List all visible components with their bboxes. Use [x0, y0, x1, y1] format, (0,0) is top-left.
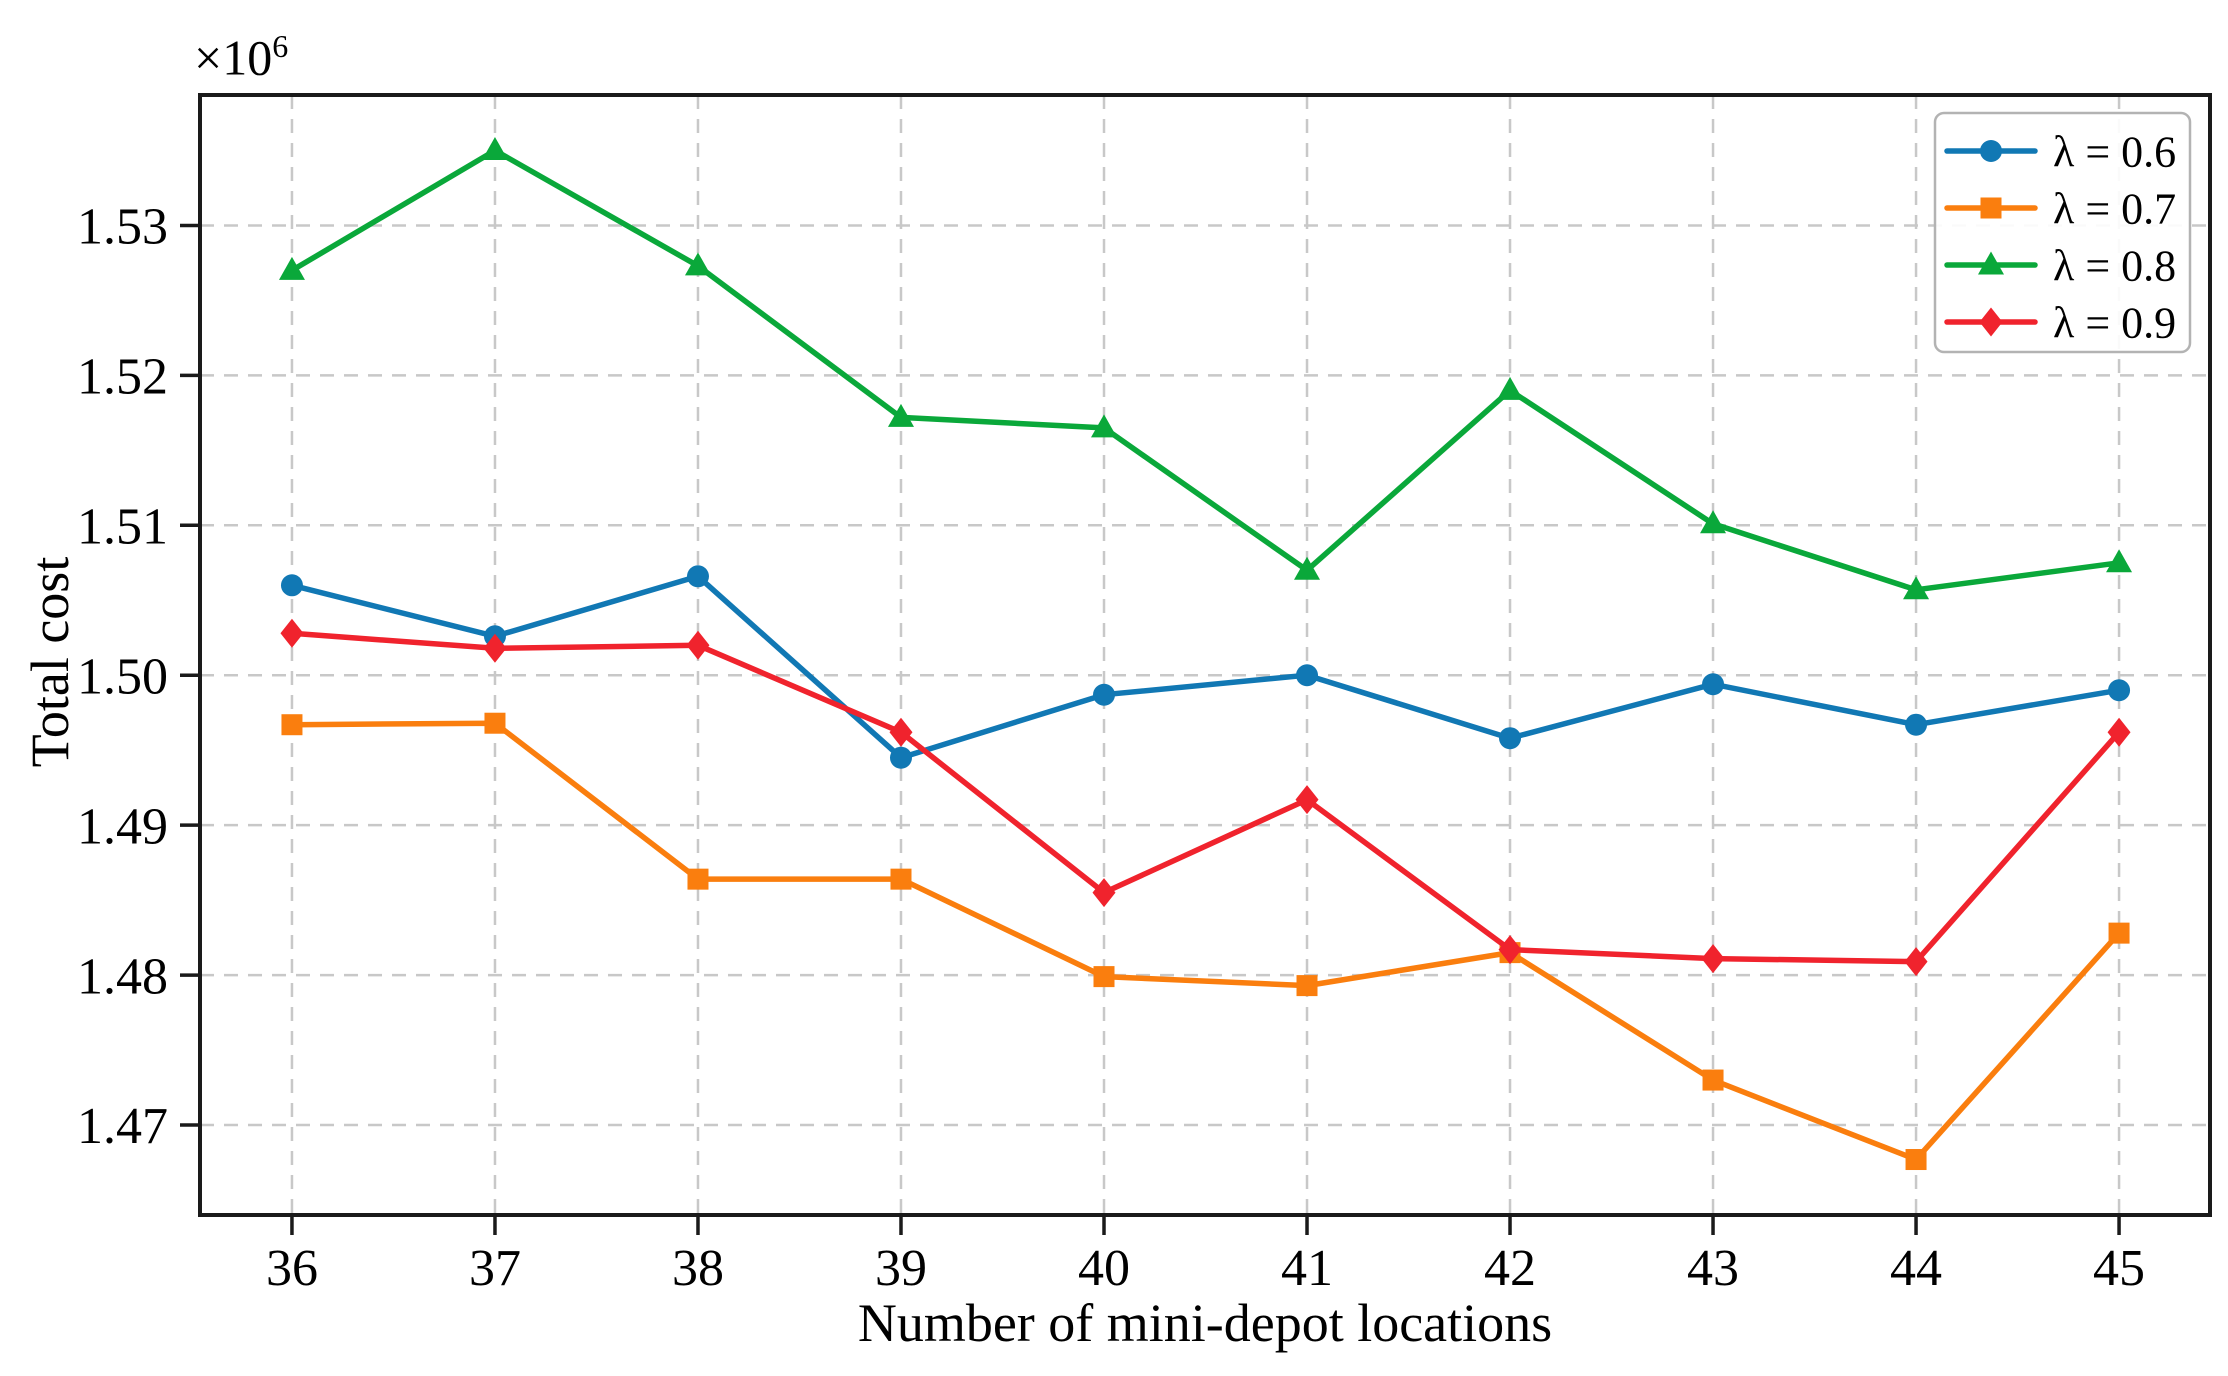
data-point-marker [2108, 679, 2131, 702]
data-point-marker [483, 633, 507, 663]
x-tick-label: 39 [875, 1240, 927, 1297]
data-point-marker [887, 403, 914, 427]
data-point-marker [1093, 966, 1115, 988]
y-tick-label: 1.50 [77, 648, 168, 705]
legend-sample-marker [1980, 197, 2002, 219]
data-point-marker [278, 256, 305, 280]
x-tick-label: 37 [469, 1240, 521, 1297]
x-tick-label: 38 [672, 1240, 724, 1297]
legend-label: λ = 0.9 [2053, 298, 2176, 347]
legend-box [1933, 111, 2192, 354]
data-point-marker [684, 252, 711, 276]
data-point-marker [1296, 664, 1319, 687]
data-point-marker [1093, 683, 1116, 706]
data-point-marker [1702, 1069, 1724, 1091]
data-point-marker [1904, 947, 1928, 977]
data-point-marker [2107, 717, 2131, 747]
data-point-marker [280, 574, 303, 597]
series-line-λ=0.7 [289, 720, 2122, 1163]
data-point-marker [1905, 1149, 1927, 1171]
data-point-marker [1498, 935, 1522, 965]
x-tick-label: 45 [2093, 1240, 2145, 1297]
y-tick-label: 1.52 [77, 349, 168, 406]
data-point-marker [1295, 785, 1319, 815]
x-tick-label: 40 [1078, 1240, 1130, 1297]
data-point-marker [2108, 922, 2130, 944]
data-point-marker [484, 712, 506, 734]
x-tick-label: 41 [1281, 1240, 1333, 1297]
data-point-marker [889, 717, 913, 747]
data-point-marker [1499, 727, 1522, 750]
data-point-marker [1903, 576, 1930, 600]
x-tick-label: 36 [266, 1240, 318, 1297]
y-tick-label: 1.51 [77, 499, 168, 556]
offset-exponent: 6 [272, 28, 289, 64]
x-tick-label: 42 [1484, 1240, 1536, 1297]
y-tick-label: 1.47 [77, 1098, 168, 1155]
data-point-marker [1905, 713, 1928, 736]
data-point-marker [1497, 376, 1524, 400]
y-tick-label: 1.49 [77, 798, 168, 855]
legend-label: λ = 0.8 [2053, 241, 2176, 290]
data-point-marker [890, 868, 912, 890]
legend-sample-marker [1978, 251, 2004, 275]
series-line-λ=0.8 [289, 147, 2122, 593]
data-point-marker [1091, 414, 1118, 438]
data-point-marker [686, 565, 709, 588]
offset-mantissa: ×10 [194, 29, 273, 86]
x-axis-title: Number of mini-depot locations [857, 1293, 1553, 1353]
data-point-marker [481, 136, 508, 160]
data-point-marker [1701, 944, 1725, 974]
data-point-marker [889, 746, 912, 769]
x-tick-label: 44 [1890, 1240, 1942, 1297]
data-point-marker [1296, 975, 1318, 997]
legend-label: λ = 0.7 [2053, 184, 2176, 233]
legend-sample-marker [1979, 307, 2003, 337]
x-tick-label: 43 [1687, 1240, 1739, 1297]
y-axis-offset-label: ×106 [194, 28, 288, 87]
data-point-marker [687, 868, 709, 890]
legend-sample-marker [1980, 140, 2002, 162]
data-point-marker [2106, 549, 2133, 573]
plot-frame [198, 93, 2212, 1217]
data-point-marker [1700, 510, 1727, 534]
legend-label: λ = 0.6 [2053, 127, 2176, 176]
data-point-marker [1702, 673, 1725, 696]
series-line-λ=0.9 [289, 630, 2122, 965]
data-point-marker [1092, 878, 1116, 908]
data-point-marker [1294, 556, 1321, 580]
series-line-λ=0.6 [289, 573, 2122, 761]
y-axis-title: Total cost [20, 556, 80, 768]
data-point-marker [281, 714, 303, 736]
y-tick-label: 1.48 [77, 948, 168, 1005]
y-tick-label: 1.53 [77, 199, 168, 256]
data-point-marker [686, 630, 710, 660]
data-point-marker [280, 618, 304, 648]
